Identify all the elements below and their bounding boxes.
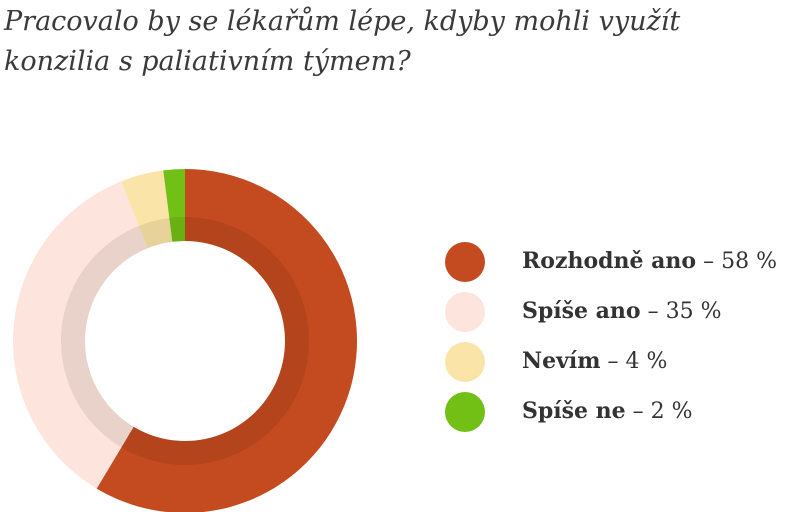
legend-value: 4 % xyxy=(626,349,668,374)
legend-label: Rozhodně ano –58 % xyxy=(522,248,777,274)
donut-segment xyxy=(96,169,357,512)
legend-value: 2 % xyxy=(651,399,693,424)
legend-separator: – xyxy=(633,399,644,424)
legend-separator: – xyxy=(703,249,714,274)
legend-separator: – xyxy=(608,349,619,374)
inner-shadow xyxy=(61,217,309,465)
legend-name: Nevím xyxy=(522,348,601,374)
legend-value: 58 % xyxy=(721,249,777,274)
legend-name: Spíše ne xyxy=(522,398,626,424)
legend-label: Nevím –4 % xyxy=(522,348,667,374)
donut-segment xyxy=(121,170,173,249)
legend-swatch xyxy=(445,292,485,332)
legend-swatch xyxy=(445,342,485,382)
legend-value: 35 % xyxy=(666,299,722,324)
legend-label: Spíše ano –35 % xyxy=(522,298,722,324)
donut-segment xyxy=(163,169,185,242)
legend-label: Spíše ne –2 % xyxy=(522,398,693,424)
donut-segment xyxy=(12,181,148,489)
legend-swatch xyxy=(445,392,485,432)
chart-title: Pracovalo by se lékařům lépe, kdyby mohl… xyxy=(4,6,681,77)
legend-separator: – xyxy=(648,299,659,324)
legend-name: Rozhodně ano xyxy=(522,248,696,274)
legend-name: Spíše ano xyxy=(522,298,641,324)
legend-swatch xyxy=(445,242,485,282)
